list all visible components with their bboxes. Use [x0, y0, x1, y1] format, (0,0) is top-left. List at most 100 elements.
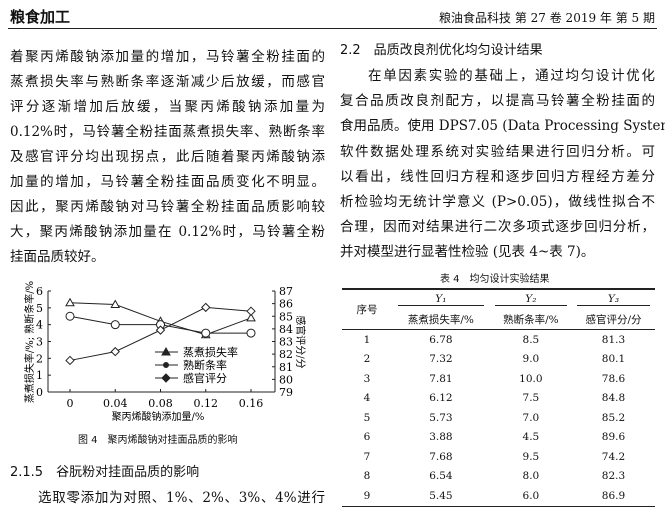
x-tick-label: 0: [67, 397, 74, 410]
y-tick-label: 6: [36, 285, 43, 298]
table-cell: 7.81: [429, 372, 453, 385]
table-row: 3 7.81 10.0 78.6: [342, 369, 655, 389]
table-cell: 82.3: [601, 470, 626, 483]
x-tick-label: 0.08: [148, 397, 173, 410]
legend-label: 熟断条率: [183, 358, 227, 372]
data-point-circle: [201, 328, 211, 338]
body-text-line: 在单因素实验的基础上，通过均匀设计优化: [368, 68, 655, 84]
table-cell: 6: [363, 431, 371, 444]
table-cell: 86.9: [571, 486, 655, 507]
body-text-line: 评分逐渐增加后放缓，当聚丙烯酸钠添加量为: [10, 99, 325, 115]
y-tick-label: 4: [36, 319, 43, 332]
y-tick-label: 0: [36, 386, 43, 399]
table-cell: 7.68: [429, 450, 453, 463]
data-point-circle: [246, 328, 256, 338]
legend-marker-triangle: [161, 346, 171, 356]
body-text-line: 析检验均无统计学意义 (P>0.05)，做线性拟合不: [340, 194, 655, 210]
unit-y2: 熟断条率/%: [489, 309, 572, 330]
col-header-index: 序号: [342, 288, 392, 330]
table-cell: 89.6: [601, 431, 626, 444]
table-cell: 6.54: [429, 470, 453, 483]
body-text-line: 着聚丙烯酸钠添加量的增加，马铃薯全粉挂面的: [10, 49, 325, 65]
y2-tick-label: 87: [279, 285, 293, 298]
col-y2: Y₂: [489, 288, 572, 310]
table-cell: 5.73: [429, 411, 453, 424]
y-tick-label: 2: [36, 352, 43, 365]
table-cell: 80.1: [601, 353, 626, 366]
subsection-heading: 2.1.5 谷朊粉对挂面品质的影响: [10, 465, 200, 480]
table-cell: 4.5: [522, 431, 540, 444]
legend-label: 蒸煮损失率: [183, 345, 238, 359]
table-cell: 4: [363, 392, 371, 405]
body-text-line: 并对模型进行显著性检验 (见表 4~表 7)。: [340, 244, 595, 261]
y2-tick-label: 80: [279, 373, 293, 386]
legend-marker-circle: [163, 362, 169, 368]
y2-tick-label: 79: [279, 386, 293, 399]
body-text-line: 0.12%时，马铃薯全粉挂面蒸煮损失率、熟断条率: [10, 124, 325, 140]
body-text-line: 蒸煮损失率与熟断条率逐渐减少后放缓，而感官: [10, 74, 325, 90]
table-cell: 81.3: [601, 333, 626, 346]
y2-tick-label: 83: [279, 336, 293, 349]
table-cell: 78.6: [601, 372, 626, 385]
table-cell: 84.8: [601, 392, 626, 405]
table-row: 2 7.32 9.0 80.1: [342, 350, 655, 370]
table-cell: 7.32: [429, 353, 453, 366]
results-table: 序号 Y₁ Y₂ Y₃ 蒸煮损失率/% 熟断条率/% 感官评分/分 1 6.78 8.5…: [342, 288, 655, 507]
table-cell: 8: [363, 470, 371, 483]
table-cell: 10.0: [519, 372, 543, 385]
x-axis-label: 聚丙烯酸钠添加量/%: [112, 410, 205, 423]
body-text-line: 及感官评分均出现拐点，此后随着聚丙烯酸钠添: [10, 149, 325, 165]
header-rule: [8, 28, 657, 29]
col-y3: Y₃: [571, 288, 655, 310]
x-tick-label: 0.16: [239, 397, 264, 410]
table-cell: 1: [363, 333, 371, 346]
x-tick-label: 0.12: [194, 397, 219, 410]
table-cell: 6.12: [429, 392, 453, 405]
table-cell: 5.45: [392, 486, 490, 507]
y-axis-label: 蒸煮损失率/%; 熟断条率/%: [23, 281, 36, 403]
data-point-diamond: [246, 306, 256, 316]
data-point-circle: [110, 320, 120, 330]
table-cell: 3.88: [429, 431, 453, 444]
data-point-diamond: [65, 355, 75, 366]
body-text-line: 软件数据处理系统对实验结果进行回归分析。可: [340, 143, 655, 160]
body-text-line: 加量的增加，马铃薯全粉挂面品质变化不明显。: [10, 174, 325, 190]
y2-axis-label: 感官评分/分: [294, 315, 307, 368]
body-text-line: 合理，因而对结果进行二次多项式逐步回归分析，: [340, 219, 655, 236]
data-point-triangle: [110, 299, 121, 308]
unit-y3: 感官评分/分: [571, 309, 655, 330]
table-cell: 9: [342, 486, 392, 507]
table-cell: 85.2: [601, 411, 626, 424]
body-text-line: 选取零添加为对照、1%、2%、3%、4%进行: [38, 490, 325, 506]
y-tick-label: 1: [36, 369, 43, 382]
table-row: 4 6.12 7.5 84.8: [342, 389, 655, 409]
data-point-diamond: [155, 325, 166, 335]
data-point-triangle: [246, 312, 256, 322]
table-cell: 6.0: [489, 486, 572, 507]
x-tick-label: 0.04: [103, 397, 128, 410]
section-heading: 2.2 品质改良剂优化均匀设计结果: [340, 43, 543, 58]
table-cell: 6.78: [429, 333, 453, 346]
figure-caption: 图 4 聚丙烯酸钠对挂面品质的影响: [78, 435, 238, 446]
table-cell: 5: [363, 411, 371, 424]
table-row: 9 5.45 6.0 86.9: [342, 486, 655, 507]
table-cell: 9.5: [522, 450, 540, 463]
table-cell: 7.5: [522, 392, 540, 405]
body-text-line: 食用品质。使用 DPS7.05 (Data Processing System): [340, 118, 665, 135]
table-row: 6 3.88 4.5 89.6: [342, 428, 655, 448]
table-cell: 8.5: [522, 333, 540, 346]
body-text-line: 因此，聚丙烯酸钠对马铃薯全粉挂面品质影响较: [10, 199, 325, 215]
table-caption: 表 4 均匀设计实验结果: [440, 274, 550, 285]
table-row: 8 6.54 8.0 82.3: [342, 467, 655, 487]
data-point-diamond: [110, 346, 120, 357]
unit-y1: 蒸煮损失率/%: [392, 309, 490, 330]
body-text-line: 以看出，线性回归方程和逐步回归方程经方差分: [340, 168, 655, 185]
body-text-line: 大，聚丙烯酸钠添加量在 0.12%时，马铃薯全粉: [10, 224, 325, 240]
data-point-diamond: [201, 302, 211, 313]
table-cell: 9.0: [522, 353, 540, 366]
data-point-circle: [65, 311, 75, 321]
col-y1: Y₁: [392, 288, 490, 310]
body-text-line: 挂面品质较好。: [10, 249, 105, 265]
